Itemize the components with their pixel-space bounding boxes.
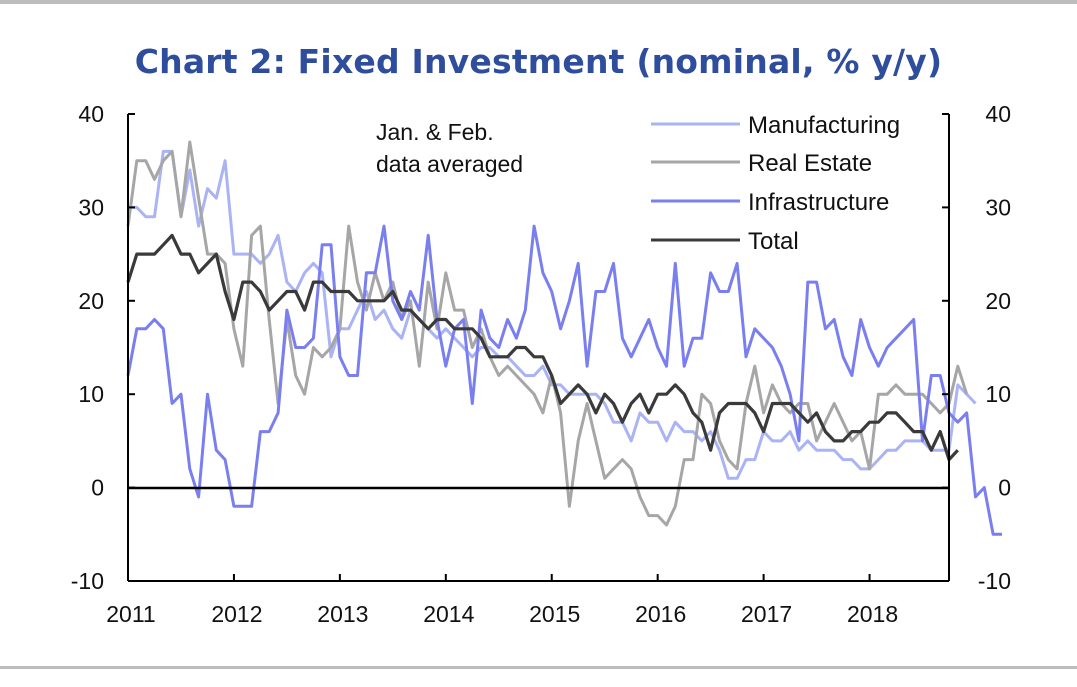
y-tick-label-right: 10	[985, 381, 1011, 407]
annotation-line-2: data averaged	[376, 151, 523, 177]
x-tick-label: 2013	[317, 601, 368, 627]
x-tick-label: 2014	[423, 601, 474, 627]
series-line-manufacturing	[128, 149, 977, 480]
chart-title: Chart 2: Fixed Investment (nominal, % y/…	[134, 42, 943, 81]
annotation: Jan. & Feb. data averaged	[376, 119, 523, 177]
y-tick-label-left: 0	[91, 475, 104, 501]
y-tick-label-right: 30	[985, 194, 1011, 220]
legend-label-manufacturing: Manufacturing	[748, 112, 900, 139]
legend-label-total: Total	[748, 228, 799, 255]
y-tick-label-left: 40	[78, 101, 104, 127]
y-tick-label-left: 10	[78, 381, 104, 407]
series-layer	[126, 140, 1002, 536]
legend: Manufacturing Real Estate Infrastructure…	[651, 112, 900, 255]
y-tick-label-right: 0	[998, 475, 1011, 501]
y-tick-label-right: 20	[985, 288, 1011, 314]
y-tick-label-right: 40	[985, 101, 1011, 127]
x-tick-label: 2018	[847, 601, 898, 627]
annotation-line-1: Jan. & Feb.	[376, 119, 494, 145]
y-ticks: -10 -10 0 0 10 10 20 20 30 30 40 40	[71, 101, 1011, 594]
y-tick-label-left: -10	[71, 568, 104, 594]
x-tick-label: 2015	[529, 601, 580, 627]
x-tick-label: 2011	[106, 601, 155, 627]
y-tick-label-left: 20	[78, 288, 104, 314]
series-line-total	[126, 233, 959, 462]
x-ticks: 2011 2012 2013 2014 2015 2016 2017 2018	[106, 574, 898, 627]
frame-top-border	[0, 0, 1077, 4]
axis-layer	[127, 114, 950, 582]
x-tick-label: 2012	[211, 601, 262, 627]
series-line-infrastructure	[126, 224, 1002, 536]
legend-label-real-estate: Real Estate	[748, 150, 872, 177]
frame-bottom-border	[0, 666, 1077, 669]
y-tick-label-right: -10	[978, 568, 1011, 594]
x-tick-label: 2016	[635, 601, 686, 627]
legend-label-infrastructure: Infrastructure	[748, 189, 889, 216]
y-tick-label-left: 30	[78, 194, 104, 220]
x-tick-label: 2017	[741, 601, 792, 627]
